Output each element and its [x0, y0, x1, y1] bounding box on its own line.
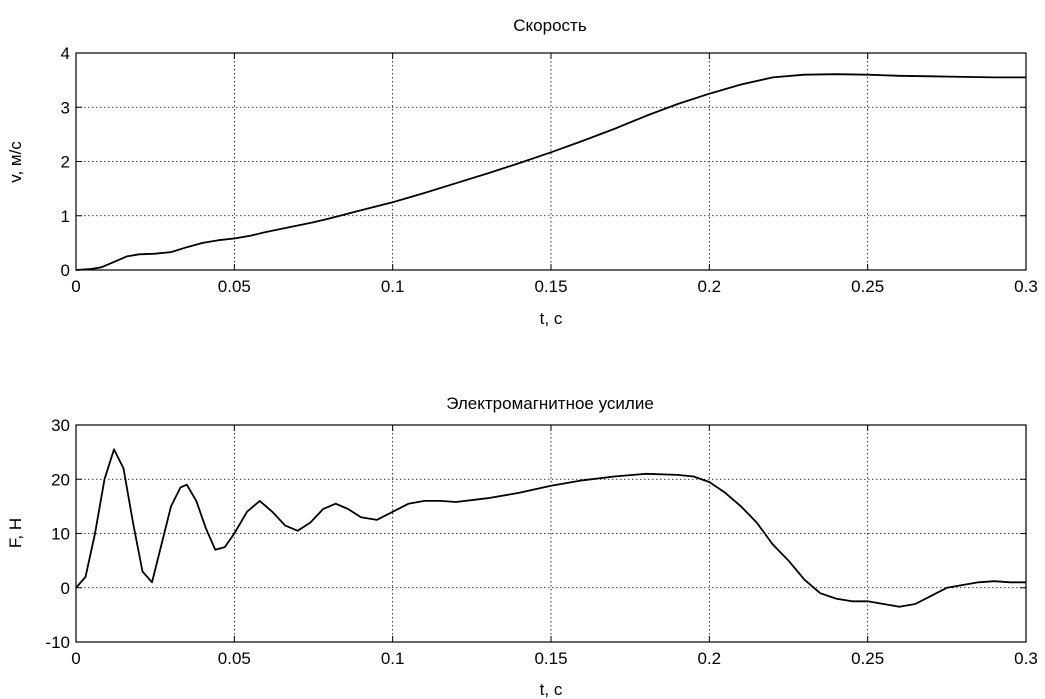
- speed-grid: [76, 53, 1026, 270]
- speed-y-tick-label: 3: [61, 98, 70, 117]
- speed-x-tick-label: 0.25: [851, 277, 884, 296]
- force-x-tick-label: 0.1: [381, 649, 405, 668]
- speed-x-tick-label: 0.2: [698, 277, 722, 296]
- speed-y-tick-label: 4: [61, 44, 70, 63]
- speed-y-tick-label: 1: [61, 207, 70, 226]
- speed-chart-title: Скорость: [513, 16, 587, 35]
- speed-x-tick-label: 0.3: [1014, 277, 1038, 296]
- force-x-tick-label: 0.15: [534, 649, 567, 668]
- force-y-tick-label: 0: [61, 579, 70, 598]
- speed-y-axis-label: v, м/с: [6, 141, 25, 183]
- speed-x-axis-label: t, c: [540, 309, 563, 328]
- speed-x-tick-label: 0: [71, 277, 80, 296]
- speed-x-tick-label: 0.1: [381, 277, 405, 296]
- force-curve: [75, 448, 1026, 608]
- force-x-axis-label: t, c: [540, 680, 563, 699]
- speed-y-tick-label: 2: [61, 153, 70, 172]
- force-y-tick-label: 20: [51, 470, 70, 489]
- force-y-tick-label: 30: [51, 416, 70, 435]
- force-y-tick-label: -10: [45, 633, 70, 652]
- force-x-tick-label: 0: [71, 649, 80, 668]
- force-grid: [76, 425, 1026, 642]
- speed-axis-ticks: 0 0.05 0.1 0.15 0.2 0.25 0.3 0 1 2 3 4: [61, 44, 1038, 296]
- force-x-tick-label: 0.2: [698, 649, 722, 668]
- speed-curve: [75, 73, 1026, 271]
- speed-x-tick-label: 0.15: [534, 277, 567, 296]
- force-y-axis-label: F, H: [6, 518, 25, 548]
- speed-subplot: Скорость 0 0.05 0.1 0.15 0.2 0.25 0.3 0 1 2 3 4 t, …: [6, 16, 1038, 328]
- speed-y-tick-label: 0: [61, 261, 70, 280]
- force-y-tick-label: 10: [51, 525, 70, 544]
- force-x-tick-label: 0.25: [851, 649, 884, 668]
- force-x-tick-label: 0.05: [218, 649, 251, 668]
- speed-x-tick-label: 0.05: [218, 277, 251, 296]
- force-x-tick-label: 0.3: [1014, 649, 1038, 668]
- force-subplot: Электромагнитное усилие 0 0.05 0.1 0.15 0.2 0…: [6, 394, 1038, 699]
- force-chart-title: Электромагнитное усилие: [446, 394, 654, 413]
